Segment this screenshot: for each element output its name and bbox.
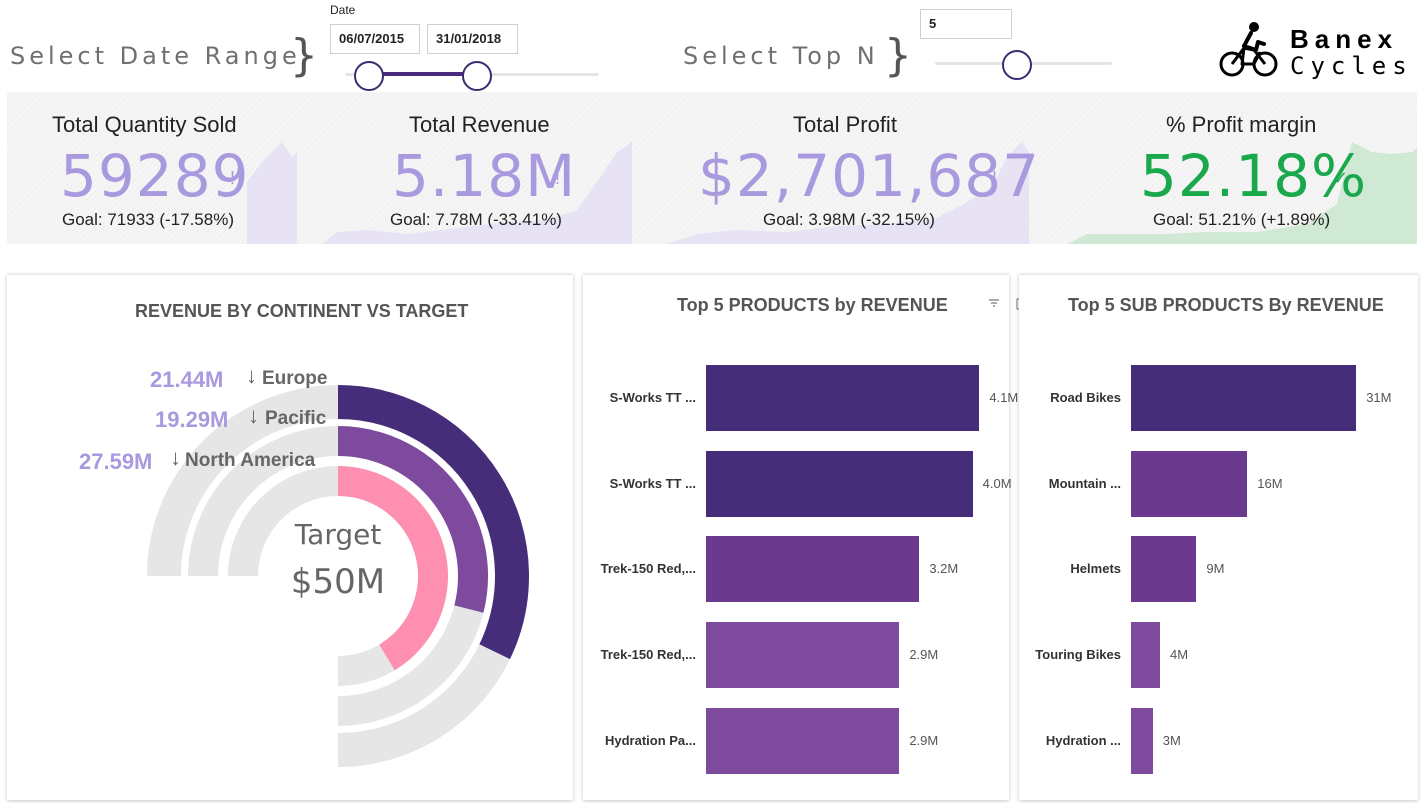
cyclist-icon	[1219, 22, 1278, 77]
kpi-quantity-goal: Goal: 71933 (-17.58%)	[62, 210, 234, 229]
ring-europe-down-arrow-icon: ↓	[246, 363, 257, 388]
subproduct-bar[interactable]	[1131, 622, 1161, 689]
kpi-revenue-status-icon: !	[555, 168, 561, 188]
product-category-label: S-Works TT ...	[609, 475, 696, 491]
top-subproducts-panel[interactable]	[1019, 274, 1418, 800]
kpi-quantity-title: Total Quantity Sold	[52, 112, 237, 137]
date-slider-start-handle[interactable]	[354, 61, 384, 91]
start-date-input[interactable]: 06/07/2015	[330, 24, 420, 54]
subproduct-bar[interactable]	[1131, 450, 1248, 517]
subproduct-value-label: 31M	[1366, 390, 1392, 405]
subproduct-bar[interactable]	[1131, 707, 1153, 774]
date-range-brace: }	[290, 30, 318, 81]
product-value-label: 4.1M	[989, 390, 1019, 405]
kpi-margin-goal: Goal: 51.21% (+1.89%)	[1153, 210, 1331, 229]
product-bar[interactable]	[706, 450, 973, 517]
product-bar[interactable]	[706, 365, 980, 431]
topn-slider-handle[interactable]	[1002, 50, 1032, 80]
subproduct-category-label: Mountain ...	[1048, 475, 1121, 491]
kpi-profit-value: $2,701,687	[698, 142, 1041, 210]
ring-north-america-value: 27.59M	[79, 449, 153, 474]
ring-pacific-value: 19.29M	[155, 407, 229, 432]
ring-pacific-down-arrow-icon: ↓	[248, 403, 259, 428]
target-value: $50M	[290, 562, 386, 602]
ring-europe-value: 21.44M	[150, 367, 224, 392]
kpi-profit-status-icon: !	[992, 168, 998, 188]
topn-title: Select Top N	[683, 42, 879, 70]
ring-pacific-arc	[337, 426, 488, 613]
subproduct-value-label: 4M	[1170, 647, 1189, 663]
subproduct-value-label: 9M	[1206, 561, 1225, 577]
product-bar[interactable]	[706, 622, 900, 689]
subproduct-category-label: Hydration ...	[1045, 732, 1121, 748]
ring-north-america-arc	[337, 466, 448, 671]
product-category-label: S-Works TT ...	[609, 390, 696, 405]
ring-europe-arc	[337, 385, 529, 660]
subproduct-value-label: 3M	[1162, 732, 1181, 748]
kpi-revenue-goal: Goal: 7.78M (-33.41%)	[390, 210, 562, 229]
subproduct-category-label: Touring Bikes	[1035, 647, 1121, 663]
logo-text-banex: Banex	[1290, 24, 1399, 54]
product-category-label: Hydration Pa...	[604, 732, 696, 748]
kpi-profit-title: Total Profit	[793, 112, 897, 137]
date-slider-end-handle[interactable]	[462, 61, 492, 91]
product-value-label: 3.2M	[929, 561, 959, 577]
end-date-input[interactable]: 31/01/2018	[427, 24, 518, 54]
kpi-revenue-value: 5.18M	[392, 142, 577, 210]
topn-brace: }	[884, 30, 912, 81]
date-range-title: Select Date Range	[10, 42, 301, 70]
top-subproducts-title: Top 5 SUB PRODUCTS By REVENUE	[1068, 295, 1384, 315]
date-label: Date	[330, 3, 356, 17]
date-slider-range	[368, 72, 478, 76]
filter-icon[interactable]	[988, 297, 1000, 312]
kpi-revenue-title: Total Revenue	[409, 112, 550, 137]
ring-europe-label: Europe	[262, 368, 328, 389]
product-value-label: 2.9M	[909, 732, 939, 748]
kpi-sparkline-revenue	[322, 142, 632, 244]
target-label: Target	[294, 518, 382, 551]
kpi-band	[7, 92, 1417, 244]
kpi-profit-goal: Goal: 3.98M (-32.15%)	[763, 210, 935, 229]
product-value-label: 4.0M	[982, 475, 1012, 491]
product-bar[interactable]	[706, 707, 900, 774]
subproduct-bar[interactable]	[1131, 536, 1197, 603]
kpi-sparkline-quantity	[247, 142, 297, 244]
product-category-label: Trek-150 Red,...	[600, 647, 696, 663]
product-value-label: 2.9M	[909, 647, 939, 663]
kpi-margin-check-icon: ✓	[1333, 168, 1349, 188]
product-category-label: Trek-150 Red,...	[600, 561, 696, 577]
kpi-sparkline-profit	[667, 142, 1029, 244]
topn-input[interactable]: 5	[920, 9, 1012, 39]
top-products-title: Top 5 PRODUCTS by REVENUE	[677, 295, 948, 315]
kpi-margin-value: 52.18%	[1140, 142, 1368, 210]
kpi-margin-title: % Profit margin	[1166, 112, 1317, 137]
subproduct-value-label: 16M	[1257, 475, 1283, 491]
logo-text-cycles: Cycles	[1290, 52, 1413, 80]
kpi-quantity-value: 59289	[60, 142, 250, 210]
subproduct-category-label: Road Bikes	[1050, 390, 1121, 405]
kpi-sparkline-margin	[1067, 142, 1417, 244]
kpi-quantity-status-icon: !	[230, 168, 236, 188]
continent-panel-title: REVENUE BY CONTINENT VS TARGET	[135, 301, 469, 321]
ring-north-america-label: North America	[185, 450, 316, 471]
subproduct-category-label: Helmets	[1070, 561, 1121, 577]
kpi-sparklines	[247, 142, 1417, 244]
subproduct-bar[interactable]	[1131, 365, 1357, 431]
ring-north-america-down-arrow-icon: ↓	[170, 445, 181, 470]
ring-pacific-label: Pacific	[265, 408, 327, 429]
product-bar[interactable]	[706, 536, 920, 603]
